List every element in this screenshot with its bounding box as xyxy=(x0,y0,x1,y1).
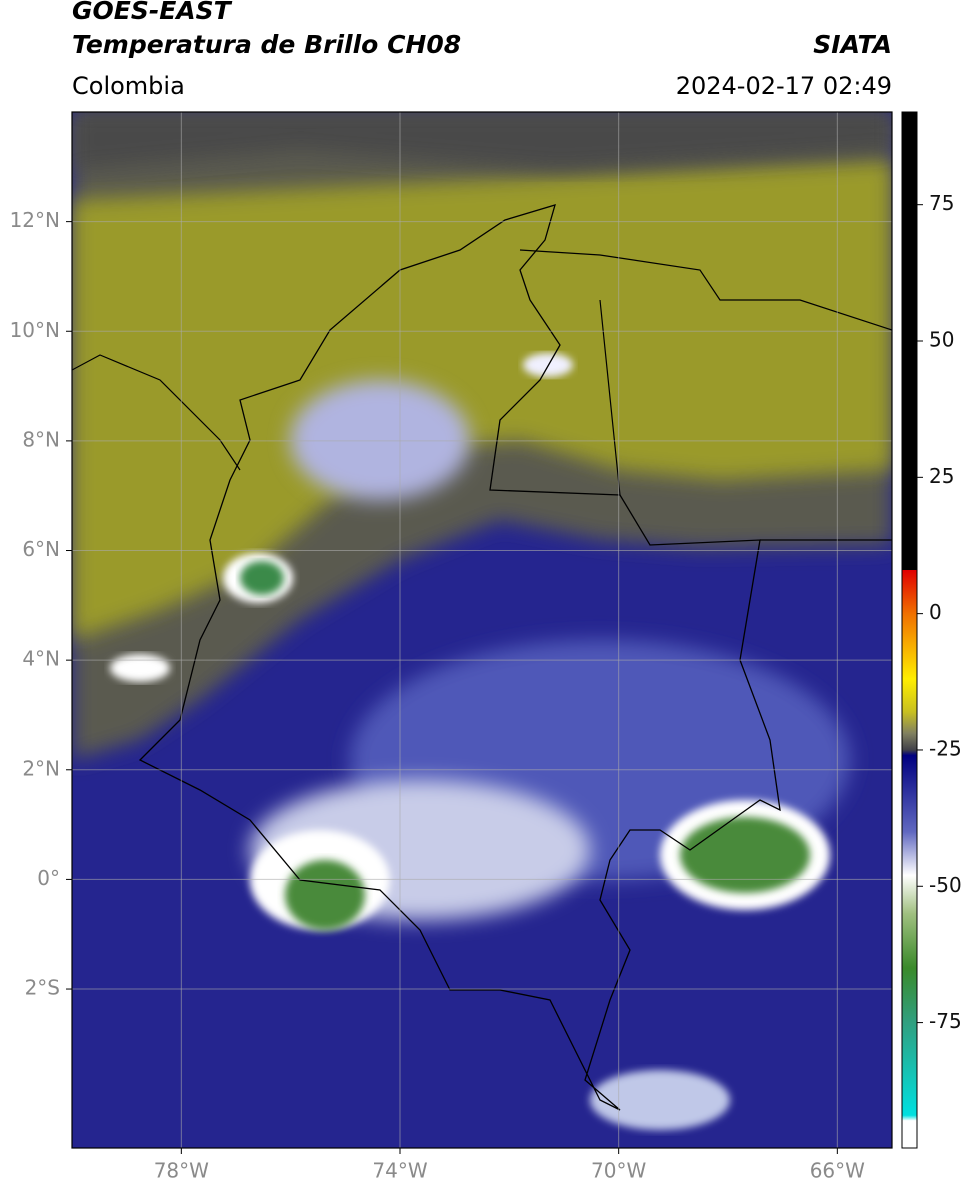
map-frame xyxy=(71,111,893,1149)
x-tick-label: 78°W xyxy=(154,1159,209,1183)
y-tick-label: 12°N xyxy=(10,208,60,232)
colorbar-tick-label: 25 xyxy=(929,464,954,488)
subtitle: Temperatura de Brillo CH08 xyxy=(72,30,461,59)
grid xyxy=(72,112,892,1148)
y-tick-label: 0° xyxy=(37,866,60,890)
x-tick-label: 66°W xyxy=(810,1159,865,1183)
y-tick-label: 4°N xyxy=(22,647,60,671)
x-tick-label: 74°W xyxy=(372,1159,427,1183)
y-tick-label: 10°N xyxy=(10,318,60,342)
colorbar-tick-label: 50 xyxy=(929,328,954,352)
colorbar-tick-label: 75 xyxy=(929,191,954,215)
y-tick-label: 8°N xyxy=(22,427,60,451)
y-tick-label: 2°N xyxy=(22,756,60,780)
y-tick-label: 2°S xyxy=(25,976,60,1000)
colorbar-tick-label: -50 xyxy=(929,873,962,897)
colorbar xyxy=(901,111,918,1149)
region: Colombia xyxy=(72,72,185,100)
datetime: 2024-02-17 02:49 xyxy=(676,72,892,100)
colorbar-tick-label: 0 xyxy=(929,600,942,624)
title: GOES-EAST xyxy=(72,0,233,25)
colorbar-tick-label: -75 xyxy=(929,1009,962,1033)
source: SIATA xyxy=(813,30,892,59)
colorbar-tick-label: -25 xyxy=(929,736,962,760)
y-tick-label: 6°N xyxy=(22,537,60,561)
x-tick-label: 70°W xyxy=(591,1159,646,1183)
satellite-image xyxy=(72,112,892,1148)
